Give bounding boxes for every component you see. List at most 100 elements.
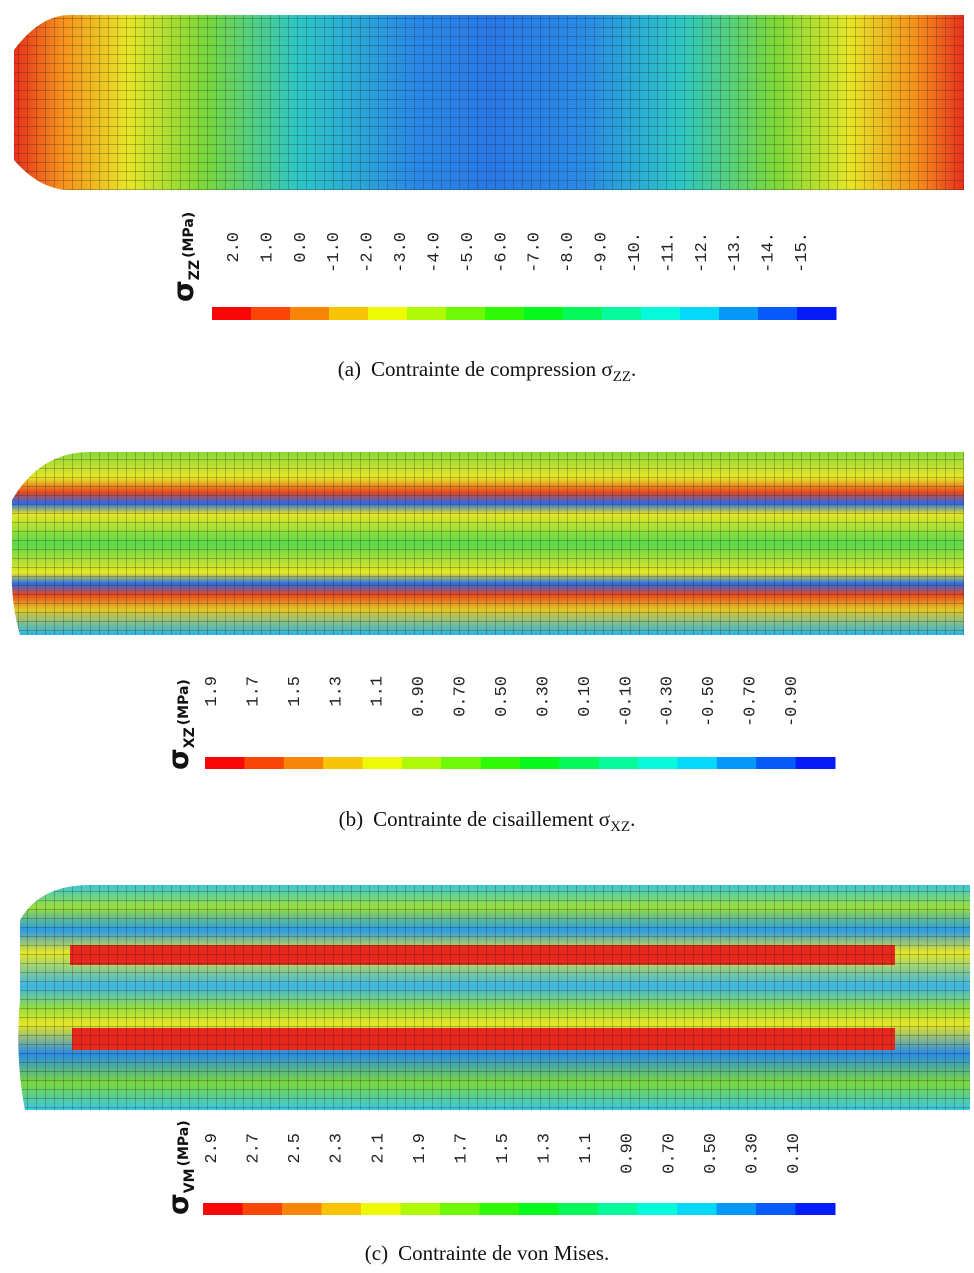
symbol-unit: (MPa)	[176, 679, 192, 725]
caption-label: (c)	[365, 1241, 388, 1265]
colorbar-label: -1.0	[325, 232, 344, 273]
colorbar-segment	[362, 757, 403, 769]
symbol-subscript: VM	[182, 1168, 198, 1193]
colorbar-segment	[485, 307, 525, 320]
colorbar-segment	[638, 757, 678, 769]
colorbar-segment	[598, 1203, 638, 1215]
colorbar-segment	[795, 757, 836, 769]
caption-subscript: ZZ	[613, 369, 631, 385]
panel: 2.9 2.7 2.5 2.3 2.1 1.9 1.7 1.5 1.3 1.1 0.90 0.70 0.…	[162, 1120, 836, 1265]
colorbar-label: -10.	[626, 232, 645, 273]
symbol-subscript: ZZ	[187, 260, 203, 280]
colorbar-label: -5.0	[459, 232, 478, 273]
colorbar-segment	[290, 307, 330, 320]
colorbar-segment	[677, 757, 718, 769]
colorbar-segment	[329, 307, 369, 320]
colorbar-label: 1.9	[411, 1133, 430, 1164]
caption-text: Contrainte de von Mises.	[398, 1241, 609, 1265]
colorbar-segment	[361, 1203, 401, 1215]
colorbar-label: -9.0	[593, 232, 612, 273]
colorbar-label: 1.3	[327, 676, 346, 707]
colorbar-segment	[441, 757, 482, 769]
colorbar-label: -0.90	[783, 676, 802, 727]
colorbar-segment	[719, 307, 759, 320]
colorbar-label: -13.	[726, 232, 745, 273]
colorbar-segment	[756, 757, 797, 769]
colorbar-label: 0.30	[534, 676, 553, 717]
colorbar-label: -8.0	[559, 232, 578, 273]
colorbar-segment	[479, 1203, 520, 1215]
colorbar-segment	[401, 757, 442, 769]
mesh-c	[18, 885, 971, 1110]
caption-text: Contrainte de compression σ	[371, 357, 613, 381]
colorbar-segment	[563, 307, 603, 320]
panel: 1.9 1.7 1.5 1.3 1.1 0.90 0.70 0.50 0.30 0.10 -0.10…	[162, 676, 836, 835]
caption-subscript: XZ	[610, 819, 630, 835]
colorbar-segment	[283, 757, 324, 769]
panel: 2.0 1.0 0.0 -1.0 -2.0 -3.0 -4.0 -5.0 -6.0 -7.0 -8.…	[167, 212, 837, 385]
colorbar-segment	[797, 307, 837, 320]
caption-label: (a)	[338, 357, 361, 381]
colorbar-label: 2.7	[245, 1133, 264, 1164]
colorbar-label: 1.5	[286, 676, 305, 707]
colorbar-label: 1.1	[369, 676, 388, 707]
colorbar-label: 2.0	[225, 232, 244, 263]
colorbar-segment	[242, 1203, 283, 1215]
colorbar-segment	[598, 757, 639, 769]
colorbar-segment	[212, 307, 252, 320]
colorbar-label: 1.7	[244, 676, 263, 707]
caption-end: .	[631, 357, 636, 381]
colorbar-segment	[680, 307, 720, 320]
colorbar-segment	[637, 1203, 678, 1215]
colorbar-label: 0.30	[743, 1133, 762, 1174]
symbol-letter: σ	[162, 1193, 195, 1215]
colorbar-label: -4.0	[425, 232, 444, 273]
colorbar-segment	[480, 757, 521, 769]
colorbar-segment	[251, 307, 291, 320]
colorbar-segment	[602, 307, 642, 320]
mesh-a	[14, 15, 964, 190]
colorbar-segment	[446, 307, 486, 320]
colorbar-label: 1.1	[577, 1133, 596, 1164]
colorbar-label: 2.9	[203, 1133, 222, 1164]
colorbar-segment	[407, 307, 447, 320]
colorbar-segment	[368, 307, 408, 320]
symbol: σVM (MPa)	[162, 1120, 198, 1215]
colorbar-label: 0.90	[619, 1133, 638, 1174]
colorbar-label: -2.0	[359, 232, 378, 273]
symbol-letter: σ	[162, 748, 195, 770]
caption-text: Contrainte de cisaillement σ	[373, 807, 610, 831]
colorbar-label: 1.5	[494, 1133, 513, 1164]
caption: (c) Contrainte de von Mises.	[365, 1241, 609, 1265]
colorbar-label: 1.0	[258, 232, 277, 263]
symbol-unit: (MPa)	[176, 1120, 192, 1166]
colorbar-segment	[756, 1203, 796, 1215]
colorbar-segment	[400, 1203, 441, 1215]
colorbar-segment	[520, 757, 560, 769]
colorbar-segment	[559, 757, 600, 769]
colorbar-label: -0.30	[659, 676, 678, 727]
caption: (a) Contrainte de compression σZZ.	[338, 357, 637, 385]
colorbar-label: 2.1	[369, 1133, 388, 1164]
colorbar-label: -0.70	[742, 676, 761, 727]
colorbar-label: 0.0	[292, 232, 311, 263]
colorbar-label: -11.	[659, 232, 678, 273]
colorbar-segment	[244, 757, 285, 769]
colorbar-segment	[519, 1203, 559, 1215]
colorbar-segment	[716, 1203, 757, 1215]
colorbar-label: -12.	[693, 232, 712, 273]
colorbar-segment	[205, 757, 245, 769]
symbol-subscript: XZ	[182, 727, 198, 748]
colorbar-segment	[677, 1203, 717, 1215]
caption-label: (b)	[339, 807, 364, 831]
symbol: σXZ (MPa)	[162, 679, 198, 770]
colorbar-label: 2.5	[286, 1133, 305, 1164]
colorbar-label: -7.0	[526, 232, 545, 273]
colorbar-segment	[282, 1203, 322, 1215]
colorbar-label: 0.90	[410, 676, 429, 717]
colorbar-segment	[641, 307, 681, 320]
colorbar-segment	[321, 1203, 362, 1215]
colorbar-label: 0.50	[702, 1133, 721, 1174]
colorbar-label: -0.10	[617, 676, 636, 727]
colorbar-segment	[323, 757, 363, 769]
